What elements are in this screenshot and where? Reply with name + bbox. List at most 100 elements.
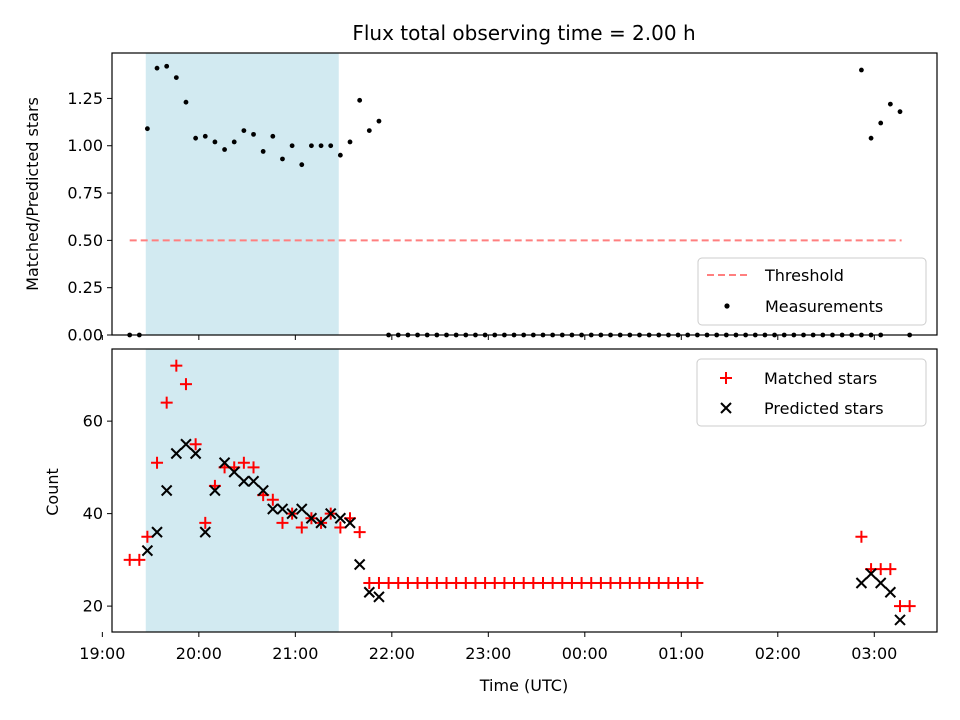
measurements-points xyxy=(127,63,913,338)
top-y-tick-label: 1.25 xyxy=(67,89,103,108)
chart-title: Flux total observing time = 2.00 h xyxy=(352,21,695,45)
matched-star-point xyxy=(334,521,347,534)
matched-star-point xyxy=(855,530,868,543)
predicted-star-point xyxy=(189,447,202,460)
measurement-point xyxy=(337,152,343,158)
predicted-stars-legend-swatch xyxy=(720,402,732,414)
bottom-y-tick-label: 20 xyxy=(83,597,103,616)
bottom-legend-box xyxy=(696,358,927,427)
matched-star-point xyxy=(179,378,192,391)
observing-window-shade-bottom xyxy=(145,349,339,632)
measurement-point xyxy=(318,143,324,149)
top-panel: 0.00 0.25 0.50 0.75 1.00 1.25 Flux total obse… xyxy=(23,21,938,345)
top-y-tick-label: 0.00 xyxy=(67,326,103,345)
matched-star-point xyxy=(199,516,212,529)
measurement-point xyxy=(222,147,227,152)
bottom-y-tick-label: 60 xyxy=(83,412,103,431)
predicted-star-point xyxy=(884,586,897,598)
matched-star-point xyxy=(237,456,250,469)
predicted-star-point xyxy=(228,466,240,478)
measurement-point xyxy=(328,143,334,149)
measurement-point xyxy=(366,128,372,133)
matched-star-point xyxy=(160,396,173,409)
predicted-star-point xyxy=(334,512,347,524)
predicted-star-point xyxy=(363,586,376,598)
predicted-star-point xyxy=(296,503,308,515)
x-tick-label: 21:00 xyxy=(272,644,318,663)
predicted-star-point xyxy=(199,526,211,538)
x-tick-label: 19:00 xyxy=(79,644,125,663)
measurement-point xyxy=(164,63,170,69)
measurement-point xyxy=(376,118,382,124)
measurements-legend-label: Measurements xyxy=(765,297,883,316)
matched-star-point xyxy=(170,359,183,372)
measurement-point xyxy=(347,139,353,145)
measurement-point xyxy=(231,139,237,145)
measurement-point xyxy=(260,149,266,154)
bottom-axes-frame xyxy=(111,348,938,633)
measurements-legend-swatch xyxy=(724,303,730,309)
measurement-point xyxy=(183,99,189,105)
top-axes-frame xyxy=(111,52,938,336)
measurement-point xyxy=(878,120,884,126)
predicted-star-point xyxy=(325,507,337,520)
measurement-point xyxy=(173,75,179,81)
measurement-point xyxy=(897,109,903,115)
top-x-ticks xyxy=(101,335,875,340)
matched-star-point xyxy=(247,461,260,474)
x-tick-label: 23:00 xyxy=(465,644,511,663)
matched-star-point xyxy=(295,521,308,534)
predicted-star-point xyxy=(141,544,154,557)
top-y-ticks: 0.00 0.25 0.50 0.75 1.00 1.25 xyxy=(67,89,112,345)
x-tick-label: 00:00 xyxy=(562,644,608,663)
measurement-point xyxy=(241,128,247,133)
matched-star-point xyxy=(884,563,897,576)
threshold-legend-label: Threshold xyxy=(764,266,844,285)
matched-star-point xyxy=(353,526,366,539)
matched-star-point xyxy=(141,530,154,543)
predicted-star-point xyxy=(151,526,163,538)
predicted-star-point xyxy=(238,475,250,487)
measurement-point xyxy=(887,101,893,107)
predicted-star-point xyxy=(160,484,173,497)
measurement-point xyxy=(270,133,276,139)
matched-star-point xyxy=(151,456,164,469)
predicted-star-point xyxy=(286,507,298,520)
measurement-point xyxy=(309,143,314,149)
predicted-star-point xyxy=(170,447,183,460)
bottom-x-ticks: 19:00 20:00 21:00 22:00 23:00 00:00 01:00 02:00… xyxy=(79,632,897,663)
predicted-star-point xyxy=(373,591,385,603)
top-y-tick-label: 1.00 xyxy=(67,136,103,155)
top-y-tick-label: 0.25 xyxy=(67,278,103,297)
observing-window-shade-top xyxy=(145,53,339,335)
measurement-point xyxy=(357,97,363,103)
measurement-point xyxy=(212,139,218,145)
bottom-panel: 20 40 60 19:00 20:00 21:00 22:00 23:00 00:00 01:… xyxy=(43,348,938,695)
bottom-y-tick-label: 40 xyxy=(83,504,103,523)
measurement-point xyxy=(202,133,208,139)
x-tick-label: 01:00 xyxy=(658,644,704,663)
measurement-point xyxy=(859,67,864,73)
predicted-star-point xyxy=(865,568,877,580)
measurement-point xyxy=(289,143,295,149)
top-legend: Threshold Measurements xyxy=(697,257,927,326)
matched-star-point xyxy=(266,493,279,506)
matched-stars-legend-label: Matched stars xyxy=(764,369,877,388)
bottom-legend: Matched stars Predicted stars xyxy=(696,358,927,427)
measurement-point xyxy=(251,131,256,137)
measurement-point xyxy=(144,126,150,132)
predicted-star-point xyxy=(353,558,366,571)
measurement-point xyxy=(280,156,285,162)
predicted-star-point xyxy=(855,577,868,589)
predicted-star-point xyxy=(276,503,289,515)
bottom-y-axis-label: Count xyxy=(43,468,62,516)
measurement-point xyxy=(299,162,305,168)
bottom-y-ticks: 20 40 60 xyxy=(83,412,112,616)
measurement-point xyxy=(868,135,874,141)
matched-star-point xyxy=(133,553,146,566)
predicted-star-point xyxy=(305,512,318,524)
predicted-star-point xyxy=(267,503,279,515)
top-legend-box xyxy=(697,257,927,326)
top-y-tick-label: 0.50 xyxy=(67,231,103,250)
predicted-star-point xyxy=(257,484,269,497)
